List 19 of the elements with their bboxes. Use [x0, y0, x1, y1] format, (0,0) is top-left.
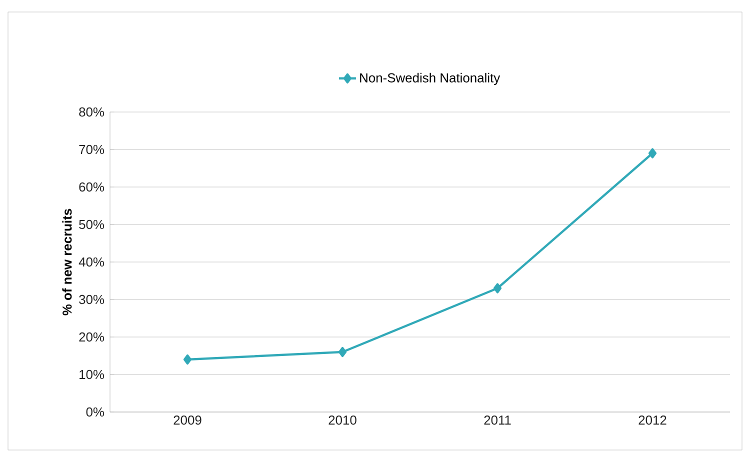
y-tick-label: 70% — [79, 144, 104, 154]
x-tick-label: 2010 — [328, 416, 356, 425]
point — [338, 346, 347, 358]
legend-label: Non-Swedish Nationality — [360, 72, 500, 86]
x-tick-label: 2011 — [484, 416, 511, 425]
point — [648, 148, 657, 158]
y-tick-label: 50% — [79, 220, 104, 230]
y-tick-label: 0% — [86, 407, 104, 417]
point — [183, 354, 192, 365]
y-tick-label: 60% — [79, 182, 104, 192]
y-tick-label: 10% — [80, 370, 104, 380]
y-tick-label: 40% — [78, 257, 104, 267]
y-tick-label: 20% — [79, 332, 104, 342]
point — [493, 283, 502, 294]
y-tick-label: 30% — [79, 294, 104, 304]
x-tick-label: 2009 — [174, 416, 202, 425]
x-tick-label: 2012 — [638, 416, 666, 425]
y-axis-title: % of new recruits — [62, 208, 72, 316]
y-tick-label: 80% — [79, 107, 104, 117]
